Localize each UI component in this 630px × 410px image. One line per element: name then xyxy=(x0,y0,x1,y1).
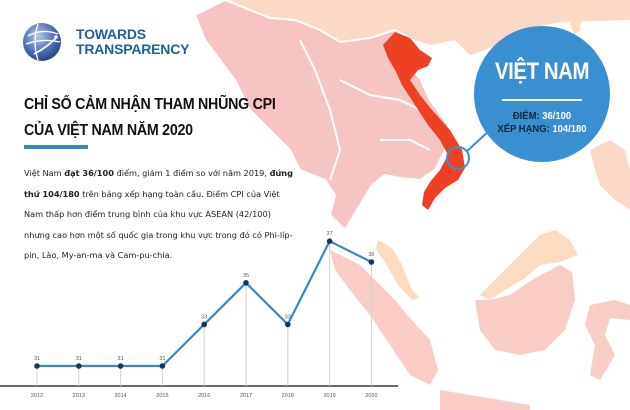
data-label: 37 xyxy=(327,231,333,237)
map-region-taiwan xyxy=(570,8,582,34)
callout-rank: XẾP HẠNG: 104/180 xyxy=(497,123,587,135)
data-label: 31 xyxy=(159,356,165,362)
title-line2: CỦA VIỆT NAM NĂM 2020 xyxy=(24,122,193,139)
data-point xyxy=(76,363,82,369)
title-accent-bar xyxy=(24,145,88,149)
data-label: 33 xyxy=(201,314,207,320)
logo: TOWARDS TRANSPARENCY xyxy=(22,22,189,62)
location-marker xyxy=(446,146,470,170)
map-region-mainland-neighbors xyxy=(193,0,450,232)
data-point xyxy=(368,259,375,265)
vietnam-callout: VIỆT NAM ĐIỂM: 36/100 XẾP HẠNG: 104/180 xyxy=(474,26,610,162)
x-tick-label: 2020 xyxy=(365,393,377,399)
map-region-java xyxy=(440,390,530,410)
map-region-sulawesi xyxy=(585,300,630,380)
logo-line2: TRANSPARENCY xyxy=(76,41,190,57)
map-region-vietnam xyxy=(383,32,465,210)
x-tick-label: 2016 xyxy=(198,393,210,399)
data-point xyxy=(117,363,124,369)
logo-line1: TOWARDS xyxy=(76,26,146,42)
x-tick-label: 2015 xyxy=(156,393,168,399)
description-paragraph: Việt Nam đạt 36/100 điểm, giảm 1 điểm so… xyxy=(24,168,293,261)
rank-highlight: đứng thứ 104/180 xyxy=(24,168,293,199)
data-point xyxy=(243,280,249,286)
title-line1: CHỈ SỐ CẢM NHẬN THAM NHŨNG CPI xyxy=(24,96,276,113)
data-label: 31 xyxy=(34,356,40,362)
data-label: 36 xyxy=(368,252,374,258)
callout-score: ĐIỂM: 36/100 xyxy=(512,110,572,122)
callout-divider xyxy=(502,99,582,101)
x-tick-label: 2013 xyxy=(73,393,85,399)
data-label: 31 xyxy=(76,356,82,362)
map-region-sumatra xyxy=(330,250,438,385)
data-label: 31 xyxy=(118,356,124,362)
data-point xyxy=(326,238,333,244)
x-tick-label: 2017 xyxy=(240,393,252,399)
map-region-malaysia xyxy=(376,240,420,300)
score-highlight: đạt 36/100 xyxy=(64,168,114,178)
data-point xyxy=(159,363,166,369)
cpi-line-chart: 31 2012 31 2013 31 2014 31 2015 33 2016 35 2017 33 20… xyxy=(0,231,398,399)
callout-country: VIỆT NAM xyxy=(494,58,590,85)
x-tick-label: 2014 xyxy=(114,393,126,399)
map-region-philippines xyxy=(590,140,630,210)
globe-icon xyxy=(23,23,61,61)
data-label: 33 xyxy=(285,314,291,320)
page-title: CHỈ SỐ CẢM NHẬN THAM NHŨNG CPI CỦA VIỆT … xyxy=(24,92,276,144)
data-label: 35 xyxy=(243,273,249,279)
data-point xyxy=(285,321,291,328)
x-tick-label: 2019 xyxy=(323,393,335,399)
x-tick-label: 2018 xyxy=(282,393,294,399)
data-point xyxy=(201,321,207,328)
map-region-borneo xyxy=(475,265,575,355)
x-tick-label: 2012 xyxy=(31,393,43,399)
map-region-malaysia-borneo xyxy=(480,230,578,300)
map-region-china xyxy=(230,0,630,55)
data-point xyxy=(34,363,40,369)
logo-text: TOWARDS TRANSPARENCY xyxy=(76,27,189,57)
